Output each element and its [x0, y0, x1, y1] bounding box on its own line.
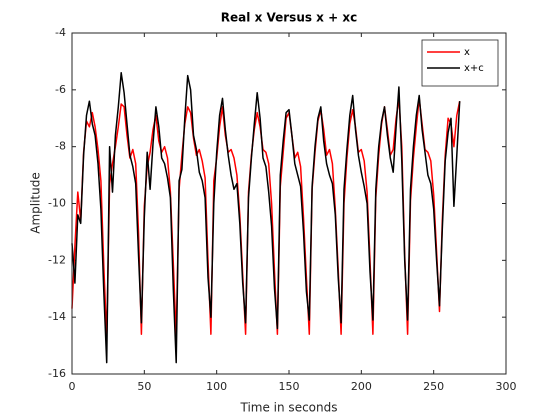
x-tick-label: 50 — [137, 380, 151, 393]
x-tick-label: 150 — [279, 380, 300, 393]
x-tick-label: 100 — [206, 380, 227, 393]
y-axis-label: Amplitude — [29, 172, 43, 234]
series-line — [71, 97, 461, 338]
legend-label: x — [464, 47, 470, 58]
x-tick-label: 200 — [351, 380, 372, 393]
x-axis-label: Time in seconds — [240, 401, 338, 415]
y-tick-label: -14 — [48, 310, 66, 323]
x-tick-label: 0 — [69, 380, 76, 393]
y-tick-label: -12 — [48, 253, 66, 266]
plot-frame — [71, 32, 507, 375]
y-tick-label: -8 — [55, 140, 66, 153]
y-tick-label: -4 — [55, 26, 66, 39]
legend-label: x+c — [464, 63, 484, 74]
chart-title: Real x Versus x + xc — [221, 11, 357, 25]
y-tick-label: -10 — [48, 197, 66, 210]
x-tick-label: 250 — [423, 380, 444, 393]
y-tick-label: -16 — [48, 367, 66, 380]
legend-box — [421, 39, 499, 87]
series-line — [71, 72, 461, 364]
x-tick-label: 300 — [496, 380, 517, 393]
y-tick-label: -6 — [55, 83, 66, 96]
